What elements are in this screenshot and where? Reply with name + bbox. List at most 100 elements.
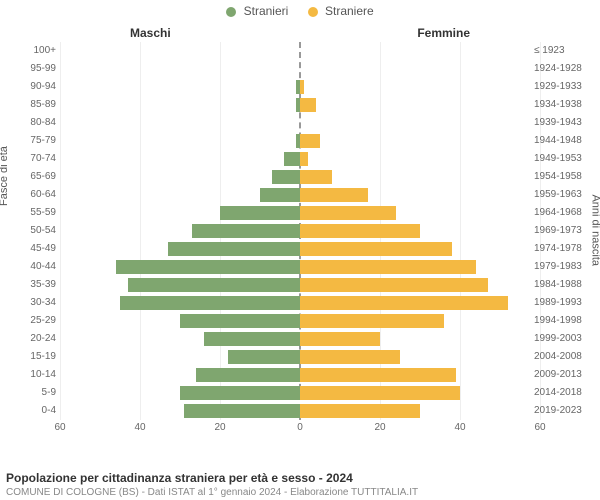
x-tick: 0 [297, 422, 303, 433]
bar-female [300, 404, 420, 418]
pyramid-chart: 100+≤ 192395-99 1924-192890-941929-193385… [0, 42, 600, 440]
age-label: 45-49 [0, 240, 56, 258]
birth-label: 1924-1928 [534, 60, 600, 78]
x-tick: 60 [534, 422, 545, 433]
legend: Stranieri Straniere [0, 4, 600, 18]
bar-female [300, 170, 332, 184]
pyramid-row: 70-741949-1953 [0, 150, 600, 168]
bar-female [300, 206, 396, 220]
age-label: 75-79 [0, 132, 56, 150]
birth-label: 1929-1933 [534, 78, 600, 96]
legend-swatch-male [226, 7, 236, 17]
pyramid-row: 10-14 2009-2013 [0, 366, 600, 384]
birth-label: 1964-1968 [534, 204, 600, 222]
pyramid-row: 90-941929-1933 [0, 78, 600, 96]
legend-label-male: Stranieri [244, 4, 289, 18]
column-title-male: Maschi [130, 26, 171, 40]
legend-item-male: Stranieri [226, 4, 288, 18]
birth-label: 1994-1998 [534, 312, 600, 330]
bar-male [192, 224, 300, 238]
age-label: 20-24 [0, 330, 56, 348]
birth-label: 2004-2008 [534, 348, 600, 366]
birth-label: 2009-2013 [534, 366, 600, 384]
bar-male [272, 170, 300, 184]
bar-male [204, 332, 300, 346]
age-label: 50-54 [0, 222, 56, 240]
x-tick: 20 [214, 422, 225, 433]
birth-label: 1954-1958 [534, 168, 600, 186]
bar-male [180, 314, 300, 328]
bar-female [300, 134, 320, 148]
age-label: 10-14 [0, 366, 56, 384]
pyramid-row: 15-19 2004-2008 [0, 348, 600, 366]
bar-female [300, 278, 488, 292]
bar-female [300, 224, 420, 238]
age-label: 95-99 [0, 60, 56, 78]
birth-label: 1944-1948 [534, 132, 600, 150]
age-label: 60-64 [0, 186, 56, 204]
x-tick: 20 [374, 422, 385, 433]
pyramid-row: 85-89 1934-1938 [0, 96, 600, 114]
pyramid-row: 60-64 1959-1963 [0, 186, 600, 204]
birth-label: 2019-2023 [534, 402, 600, 420]
age-label: 80-84 [0, 114, 56, 132]
birth-label: 1969-1973 [534, 222, 600, 240]
bar-female [300, 386, 460, 400]
bar-female [300, 188, 368, 202]
bar-male [220, 206, 300, 220]
pyramid-row: 95-99 1924-1928 [0, 60, 600, 78]
bar-female [300, 98, 316, 112]
pyramid-row: 50-54 1969-1973 [0, 222, 600, 240]
chart-container: Stranieri Straniere Maschi Femmine Fasce… [0, 0, 600, 500]
birth-label: 1989-1993 [534, 294, 600, 312]
age-label: 55-59 [0, 204, 56, 222]
bar-male [120, 296, 300, 310]
bar-male [168, 242, 300, 256]
birth-label: 1939-1943 [534, 114, 600, 132]
column-title-female: Femmine [417, 26, 470, 40]
bar-male [184, 404, 300, 418]
birth-label: 1974-1978 [534, 240, 600, 258]
birth-label: 1979-1983 [534, 258, 600, 276]
age-label: 25-29 [0, 312, 56, 330]
age-label: 15-19 [0, 348, 56, 366]
pyramid-row: 35-39 1984-1988 [0, 276, 600, 294]
birth-label: 1934-1938 [534, 96, 600, 114]
age-label: 5-9 [0, 384, 56, 402]
bar-female [300, 296, 508, 310]
bar-female [300, 152, 308, 166]
pyramid-row: 30-34 1989-1993 [0, 294, 600, 312]
pyramid-row: 45-49 1974-1978 [0, 240, 600, 258]
age-label: 30-34 [0, 294, 56, 312]
pyramid-row: 20-241999-2003 [0, 330, 600, 348]
age-label: 35-39 [0, 276, 56, 294]
birth-label: 1984-1988 [534, 276, 600, 294]
age-label: 85-89 [0, 96, 56, 114]
chart-footer: Popolazione per cittadinanza straniera p… [6, 471, 594, 498]
age-label: 100+ [0, 42, 56, 60]
chart-subtitle: COMUNE DI COLOGNE (BS) - Dati ISTAT al 1… [6, 487, 594, 498]
pyramid-row: 0-4 2019-2023 [0, 402, 600, 420]
bar-male [116, 260, 300, 274]
pyramid-row: 40-441979-1983 [0, 258, 600, 276]
legend-label-female: Straniere [325, 4, 374, 18]
pyramid-row: 25-29 1994-1998 [0, 312, 600, 330]
age-label: 0-4 [0, 402, 56, 420]
bar-male [180, 386, 300, 400]
pyramid-row: 55-59 1964-1968 [0, 204, 600, 222]
x-tick: 40 [134, 422, 145, 433]
x-axis: 0202040406060 [0, 420, 600, 440]
bar-male [228, 350, 300, 364]
bar-female [300, 80, 304, 94]
birth-label: 1959-1963 [534, 186, 600, 204]
pyramid-row: 5-92014-2018 [0, 384, 600, 402]
bar-female [300, 350, 400, 364]
pyramid-row: 75-79 1944-1948 [0, 132, 600, 150]
x-tick: 60 [54, 422, 65, 433]
pyramid-row: 100+≤ 1923 [0, 42, 600, 60]
bar-female [300, 368, 456, 382]
chart-title: Popolazione per cittadinanza straniera p… [6, 471, 594, 485]
legend-item-female: Straniere [308, 4, 374, 18]
legend-swatch-female [308, 7, 318, 17]
bar-male [128, 278, 300, 292]
